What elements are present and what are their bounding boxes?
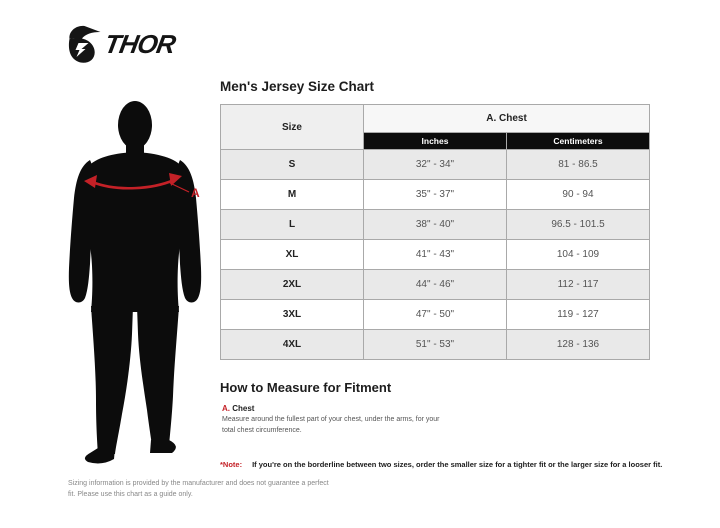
inches-cell: 44" - 46" — [363, 269, 507, 300]
centimeters-cell: 104 - 109 — [506, 239, 650, 270]
size-table: Size A. Chest Inches Centimeters S 32" -… — [220, 104, 650, 360]
table-row: L 38" - 40" 96.5 - 101.5 — [220, 209, 650, 240]
inches-cell: 38" - 40" — [363, 209, 507, 240]
table-row: 4XL 51" - 53" 128 - 136 — [220, 329, 650, 360]
centimeters-cell: 81 - 86.5 — [506, 149, 650, 180]
table-row: XL 41" - 43" 104 - 109 — [220, 239, 650, 270]
size-column-header: Size — [220, 104, 364, 150]
measure-item-title: A. Chest — [222, 404, 452, 413]
inches-cell: 47" - 50" — [363, 299, 507, 330]
size-cell: 2XL — [220, 269, 364, 300]
measure-item-description: Measure around the fullest part of your … — [222, 416, 440, 434]
table-row: 2XL 44" - 46" 112 - 117 — [220, 269, 650, 300]
table-row: 3XL 47" - 50" 119 - 127 — [220, 299, 650, 330]
thor-helmet-icon — [68, 25, 101, 63]
table-row: M 35" - 37" 90 - 94 — [220, 179, 650, 210]
measurement-figure: A — [58, 96, 218, 468]
centimeters-cell: 128 - 136 — [506, 329, 650, 360]
size-cell: 3XL — [220, 299, 364, 330]
thor-logo: THOR — [66, 24, 178, 64]
chest-arrow-label: A — [191, 186, 200, 200]
brand-name: THOR — [102, 29, 178, 59]
page-title: Men's Jersey Size Chart — [220, 79, 375, 94]
inches-cell: 32" - 34" — [363, 149, 507, 180]
size-cell: S — [220, 149, 364, 180]
size-cell: XL — [220, 239, 364, 270]
measure-item-name: Chest — [232, 404, 255, 413]
centimeters-cell: 90 - 94 — [506, 179, 650, 210]
chest-group-header: A. Chest — [363, 104, 650, 133]
measure-heading: How to Measure for Fitment — [220, 380, 392, 395]
size-cell: 4XL — [220, 329, 364, 360]
sizing-disclaimer: Sizing information is provided by the ma… — [68, 480, 329, 499]
size-table-container: Size A. Chest Inches Centimeters S 32" -… — [220, 104, 650, 360]
inches-cell: 35" - 37" — [363, 179, 507, 210]
inches-cell: 41" - 43" — [363, 239, 507, 270]
centimeters-cell: 96.5 - 101.5 — [506, 209, 650, 240]
measure-item-chest: A. Chest Measure around the fullest part… — [222, 404, 452, 436]
inches-cell: 51" - 53" — [363, 329, 507, 360]
note-label: *Note: — [220, 460, 243, 469]
centimeters-cell: 112 - 117 — [506, 269, 650, 300]
centimeters-cell: 119 - 127 — [506, 299, 650, 330]
table-row: S 32" - 34" 81 - 86.5 — [220, 149, 650, 180]
chest-measurement-arrow: A — [84, 173, 200, 200]
measure-item-letter: A. — [222, 404, 230, 413]
fit-note: *Note: If you're on the borderline betwee… — [220, 460, 710, 469]
centimeters-column-header: Centimeters — [506, 132, 650, 150]
note-text: If you're on the borderline between two … — [252, 460, 663, 469]
size-cell: L — [220, 209, 364, 240]
male-silhouette: A — [68, 101, 202, 464]
inches-column-header: Inches — [363, 132, 507, 150]
size-cell: M — [220, 179, 364, 210]
